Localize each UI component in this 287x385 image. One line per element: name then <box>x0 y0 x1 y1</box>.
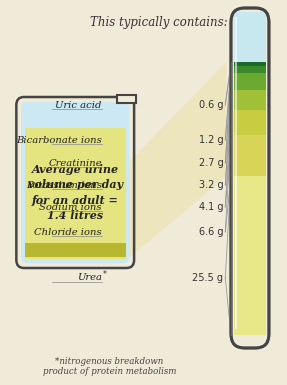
Bar <box>117 95 136 103</box>
Text: Sodium ions: Sodium ions <box>39 203 102 211</box>
Text: 2.7 g: 2.7 g <box>199 158 223 168</box>
Text: 1.2 g: 1.2 g <box>199 135 223 145</box>
Bar <box>231 0 269 12</box>
Text: Chloride ions: Chloride ions <box>34 228 102 236</box>
Bar <box>234 73 266 90</box>
FancyBboxPatch shape <box>226 346 274 385</box>
Bar <box>234 176 266 335</box>
Text: 3.2 g: 3.2 g <box>199 180 223 190</box>
Bar <box>234 136 266 176</box>
Text: Creatinine: Creatinine <box>48 159 102 167</box>
Text: *nitrogenous breakdown: *nitrogenous breakdown <box>55 358 164 367</box>
Text: product of protein metabolism: product of protein metabolism <box>43 368 176 377</box>
Polygon shape <box>34 62 226 260</box>
Bar <box>234 90 266 110</box>
Text: 0.6 g: 0.6 g <box>199 100 223 110</box>
Text: Bicarbonate ions: Bicarbonate ions <box>16 136 102 144</box>
Bar <box>234 12 266 62</box>
Text: 4.1 g: 4.1 g <box>199 202 223 212</box>
Text: Urea: Urea <box>77 273 102 283</box>
Text: This typically contains:: This typically contains: <box>90 15 228 28</box>
Bar <box>234 110 266 136</box>
Text: *: * <box>103 270 107 279</box>
Bar <box>25 128 125 259</box>
Text: Potassium ions: Potassium ions <box>26 181 102 189</box>
Bar <box>234 66 266 73</box>
Text: Average urine
volume per day
for an adult =
1.4 litres: Average urine volume per day for an adul… <box>28 164 123 221</box>
Text: Uric acid: Uric acid <box>55 100 102 109</box>
Text: 25.5 g: 25.5 g <box>192 273 223 283</box>
Bar <box>25 243 125 257</box>
FancyBboxPatch shape <box>21 102 129 263</box>
Text: 6.6 g: 6.6 g <box>199 227 223 237</box>
Bar <box>234 62 266 66</box>
